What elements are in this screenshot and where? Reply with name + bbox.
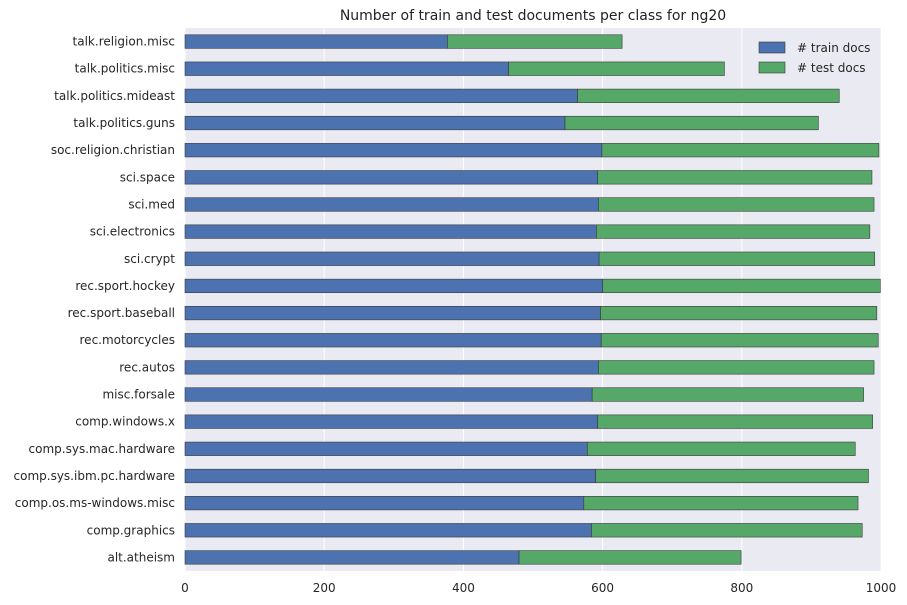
x-tick-label: 600 — [591, 581, 614, 595]
bar-train — [184, 143, 603, 158]
bar-train — [184, 441, 588, 456]
bar-test — [602, 278, 881, 294]
y-tick-label: comp.os.ms-windows.misc — [15, 496, 175, 510]
x-tick-label: 1000 — [866, 581, 897, 595]
bar-train — [184, 414, 599, 429]
bar-test — [564, 115, 819, 131]
y-tick-label: comp.sys.mac.hardware — [29, 442, 175, 456]
bar-test — [596, 224, 871, 239]
bar-train — [184, 387, 593, 402]
legend-swatch — [758, 61, 786, 74]
bar-train — [184, 333, 602, 348]
bar-train — [184, 88, 578, 103]
x-tick-label: 400 — [452, 581, 475, 595]
bar-train — [184, 305, 601, 321]
y-tick-labels: alt.atheism comp.graphics comp.os.ms-windo… — [14, 35, 176, 565]
bars — [184, 34, 881, 565]
y-tick-label: rec.autos — [119, 360, 175, 374]
bar-test — [591, 523, 863, 538]
y-tick-label: comp.sys.ibm.pc.hardware — [14, 469, 175, 483]
y-tick-label: talk.religion.misc — [73, 35, 175, 49]
bar-train — [184, 523, 592, 538]
bar-test — [577, 88, 840, 103]
plot-background — [185, 28, 881, 571]
y-tick-label: rec.sport.baseball — [68, 306, 175, 320]
y-tick-label: talk.politics.mideast — [54, 89, 175, 103]
bar-test — [595, 468, 869, 484]
bar-train — [184, 496, 585, 511]
bar-test — [518, 550, 742, 565]
bar-test — [600, 333, 879, 348]
bar-train — [184, 34, 448, 49]
bar-test — [601, 143, 880, 158]
bar-test — [598, 360, 875, 375]
legend-swatch — [758, 41, 786, 54]
y-tick-label: rec.sport.hockey — [75, 279, 175, 293]
chart-title: Number of train and test documents per c… — [340, 8, 726, 24]
bar-test — [591, 387, 864, 402]
y-tick-label: rec.motorcycles — [80, 333, 175, 347]
y-tick-label: talk.politics.guns — [73, 116, 175, 130]
bar-test — [598, 197, 875, 212]
y-tick-label: sci.space — [120, 170, 175, 184]
bar-test — [598, 251, 876, 266]
y-tick-label: sci.med — [128, 197, 175, 211]
bar-test — [600, 305, 878, 321]
bar-train — [184, 550, 520, 565]
y-tick-label: sci.electronics — [90, 225, 175, 239]
bar-test — [508, 61, 725, 76]
x-tick-label: 800 — [730, 581, 753, 595]
y-tick-label: talk.politics.misc — [75, 62, 175, 76]
x-tick-labels: 0 200 400 600 800 1000 — [181, 581, 896, 595]
bar-train — [184, 224, 597, 239]
bar-train — [184, 360, 599, 375]
y-tick-label: alt.atheism — [107, 550, 175, 564]
bar-test — [597, 170, 873, 185]
bar-train — [184, 251, 600, 266]
y-tick-label: comp.graphics — [87, 523, 175, 537]
legend-label: # test docs — [797, 61, 866, 75]
y-tick-label: misc.forsale — [102, 388, 175, 402]
bar-train — [184, 170, 599, 185]
bar-train — [184, 197, 599, 212]
y-tick-label: soc.religion.christian — [51, 143, 175, 157]
bar-train — [184, 61, 509, 76]
legend: # train docs # test docs — [758, 41, 870, 75]
bar-train — [184, 278, 603, 294]
bar-test — [586, 441, 856, 456]
y-tick-label: comp.windows.x — [75, 415, 175, 429]
bar-train — [184, 468, 596, 484]
bar-test — [583, 496, 859, 511]
x-tick-label: 200 — [313, 581, 336, 595]
y-tick-label: sci.crypt — [124, 252, 175, 266]
bar-test — [447, 34, 623, 49]
bar-test — [597, 414, 873, 429]
legend-label: # train docs — [797, 41, 870, 55]
bar-train — [184, 115, 566, 131]
x-tick-label: 0 — [181, 581, 189, 595]
